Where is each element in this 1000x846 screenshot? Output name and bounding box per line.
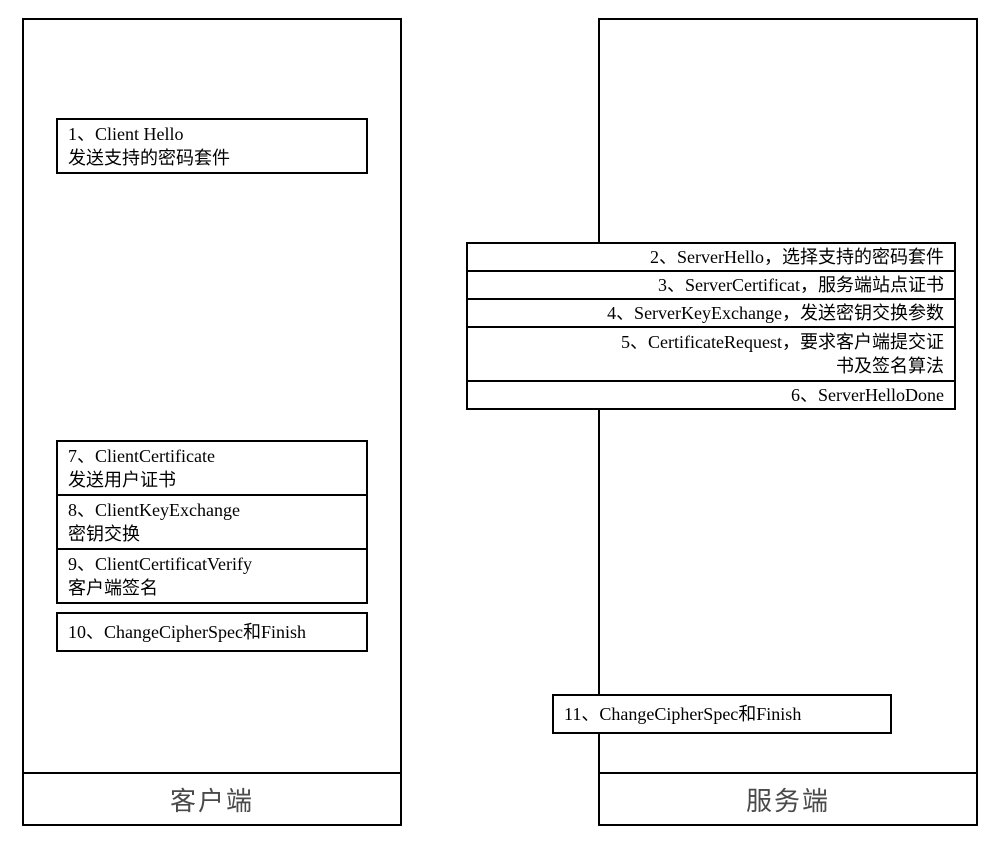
msg-line: 9、ClientCertificatVerify: [68, 552, 360, 576]
msg-client-change-cipher-spec: 10、ChangeCipherSpec和Finish: [56, 612, 368, 652]
msg-line: 4、ServerKeyExchange，发送密钥交换参数: [474, 301, 944, 325]
msg-line: 2、ServerHello，选择支持的密码套件: [474, 245, 944, 269]
msg-line: 密钥交换: [68, 522, 360, 546]
msg-client-hello: 1、Client Hello 发送支持的密码套件: [56, 118, 368, 174]
server-column-label: 服务端: [600, 772, 976, 824]
client-label-text: 客户端: [170, 781, 254, 818]
msg-client-certificate-verify: 9、ClientCertificatVerify 客户端签名: [56, 548, 368, 604]
msg-line: 10、ChangeCipherSpec和Finish: [68, 620, 360, 644]
msg-certificate-request: 5、CertificateRequest，要求客户端提交证 书及签名算法: [466, 326, 956, 382]
msg-line: 发送支持的密码套件: [68, 146, 360, 170]
msg-line: 6、ServerHelloDone: [474, 383, 944, 407]
msg-client-key-exchange: 8、ClientKeyExchange 密钥交换: [56, 494, 368, 550]
msg-server-certificate: 3、ServerCertificat，服务端站点证书: [466, 270, 956, 300]
msg-server-hello: 2、ServerHello，选择支持的密码套件: [466, 242, 956, 272]
msg-line: 8、ClientKeyExchange: [68, 498, 360, 522]
msg-client-certificate: 7、ClientCertificate 发送用户证书: [56, 440, 368, 496]
msg-line: 客户端签名: [68, 576, 360, 600]
msg-line: 3、ServerCertificat，服务端站点证书: [474, 273, 944, 297]
client-column-label: 客户端: [24, 772, 400, 824]
msg-line: 书及签名算法: [474, 354, 944, 378]
msg-line: 发送用户证书: [68, 468, 360, 492]
msg-line: 1、Client Hello: [68, 122, 360, 146]
msg-line: 7、ClientCertificate: [68, 444, 360, 468]
msg-server-key-exchange: 4、ServerKeyExchange，发送密钥交换参数: [466, 298, 956, 328]
msg-server-change-cipher-spec: 11、ChangeCipherSpec和Finish: [552, 694, 892, 734]
msg-line: 11、ChangeCipherSpec和Finish: [564, 702, 884, 726]
msg-line: 5、CertificateRequest，要求客户端提交证: [474, 330, 944, 354]
msg-server-hello-done: 6、ServerHelloDone: [466, 380, 956, 410]
server-label-text: 服务端: [746, 781, 830, 818]
